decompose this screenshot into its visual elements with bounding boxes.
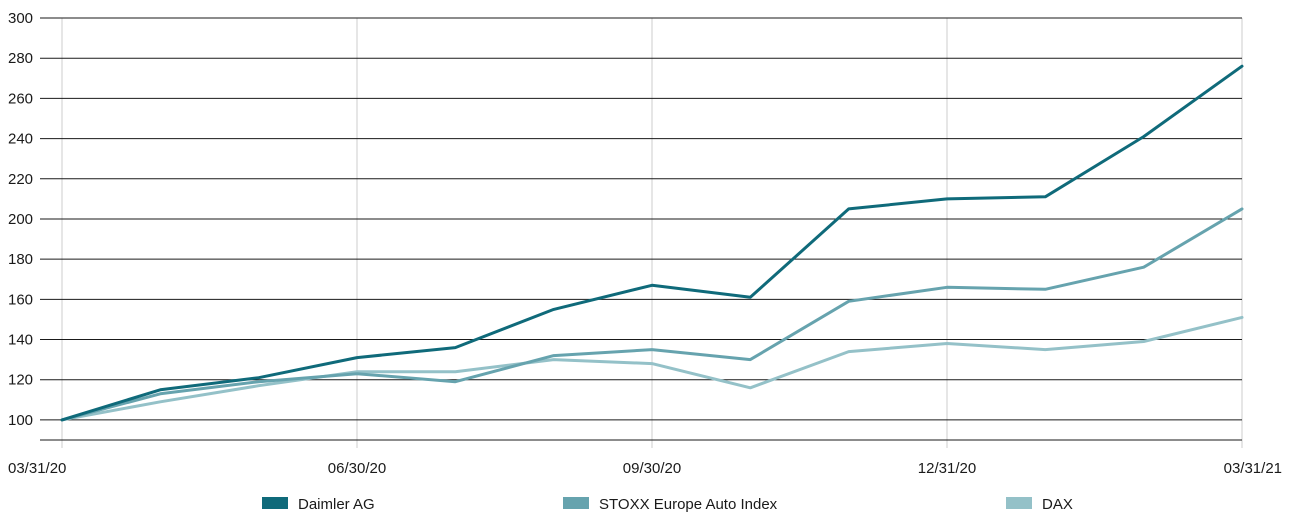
y-tick-label: 280 — [8, 50, 33, 67]
x-tick-label: 09/30/20 — [623, 460, 681, 477]
series-line-0 — [60, 64, 1244, 422]
y-tick-label: 120 — [8, 372, 33, 389]
legend-label: STOXX Europe Auto Index — [599, 496, 778, 513]
legend-swatch — [262, 497, 288, 509]
series-line-1 — [60, 207, 1244, 422]
vertical-gridlines — [61, 18, 1243, 448]
y-tick-label: 140 — [8, 332, 33, 349]
horizontal-gridlines — [40, 17, 1242, 441]
legend-swatch — [563, 497, 589, 509]
y-tick-label: 300 — [8, 10, 33, 27]
x-axis-tick-labels: 03/31/20 06/30/20 09/30/20 12/31/20 03/31/21 — [8, 460, 1282, 477]
series-line-2 — [60, 315, 1244, 422]
x-tick-label: 06/30/20 — [328, 460, 386, 477]
y-tick-label: 240 — [8, 131, 33, 148]
legend-label: DAX — [1042, 496, 1073, 513]
x-tick-label: 03/31/21 — [1224, 460, 1282, 477]
y-tick-label: 160 — [8, 291, 33, 308]
y-tick-label: 100 — [8, 412, 33, 429]
y-tick-label: 260 — [8, 90, 33, 107]
x-tick-label: 03/31/20 — [8, 460, 66, 477]
series-lines — [60, 64, 1244, 422]
x-tick-label: 12/31/20 — [918, 460, 976, 477]
y-axis-tick-labels: 100 120 140 160 180 200 220 240 260 280 300 — [8, 10, 33, 429]
legend: Daimler AG STOXX Europe Auto Index DAX — [262, 496, 1073, 513]
y-tick-label: 220 — [8, 171, 33, 188]
y-tick-label: 200 — [8, 211, 33, 228]
legend-swatch — [1006, 497, 1032, 509]
y-tick-label: 180 — [8, 251, 33, 268]
legend-label: Daimler AG — [298, 496, 375, 513]
